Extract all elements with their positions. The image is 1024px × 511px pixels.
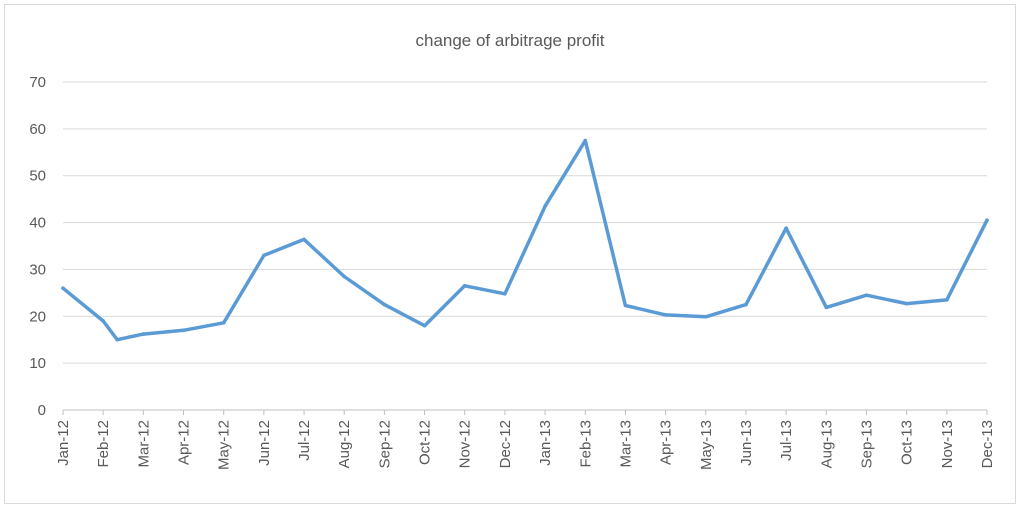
data-point bbox=[744, 302, 748, 307]
chart-title: change of arbitrage profit bbox=[415, 31, 605, 50]
x-tick-label: May-12 bbox=[216, 420, 233, 470]
data-point bbox=[462, 284, 467, 288]
data-point bbox=[663, 313, 668, 317]
x-tick-label: Sep-13 bbox=[858, 420, 875, 468]
y-tick-label: 50 bbox=[29, 168, 46, 185]
data-point bbox=[342, 274, 347, 279]
x-tick-label: Oct-12 bbox=[417, 420, 434, 465]
y-tick-label: 10 bbox=[29, 355, 46, 372]
x-tick-label: Apr-12 bbox=[176, 420, 193, 465]
data-point bbox=[422, 323, 427, 328]
data-point bbox=[583, 138, 588, 143]
x-tick-label: May-13 bbox=[698, 420, 715, 470]
x-tick-label: Mar-12 bbox=[135, 420, 152, 468]
data-point bbox=[221, 321, 226, 325]
y-tick-label: 0 bbox=[38, 402, 46, 419]
data-point bbox=[141, 332, 146, 336]
x-tick-label: Aug-12 bbox=[336, 420, 353, 468]
data-point bbox=[101, 319, 105, 323]
x-tick-label: Mar-13 bbox=[617, 420, 634, 468]
data-point bbox=[503, 291, 507, 296]
x-tick-label: Jul-13 bbox=[778, 420, 795, 461]
y-tick-label: 20 bbox=[29, 308, 46, 325]
data-point bbox=[623, 303, 628, 308]
y-tick-label: 60 bbox=[29, 121, 46, 138]
x-tick-label: Jan-12 bbox=[55, 420, 72, 466]
x-tick-label: Sep-12 bbox=[376, 420, 393, 468]
y-tick-label: 40 bbox=[29, 215, 46, 232]
x-tick-label: Jan-13 bbox=[537, 420, 554, 466]
x-tick-label: Apr-13 bbox=[658, 420, 675, 465]
x-tick-label: Jul-12 bbox=[296, 420, 313, 461]
chart-frame: change of arbitrage profit bbox=[4, 4, 1016, 504]
data-point bbox=[985, 218, 989, 223]
data-point bbox=[824, 305, 829, 310]
data-point bbox=[703, 314, 708, 319]
data-point bbox=[181, 328, 186, 333]
series-line bbox=[61, 138, 989, 342]
data-point bbox=[302, 237, 306, 242]
data-point bbox=[864, 293, 869, 298]
data-point bbox=[262, 253, 266, 258]
x-tick-label: Dec-13 bbox=[979, 420, 996, 468]
x-tick-label: Nov-12 bbox=[457, 420, 474, 468]
x-tick-label: Nov-13 bbox=[939, 420, 956, 468]
data-point bbox=[784, 226, 788, 230]
x-tick-label: Feb-12 bbox=[95, 420, 112, 468]
x-tick-label: Dec-12 bbox=[497, 420, 514, 468]
data-point bbox=[904, 301, 909, 306]
data-point bbox=[945, 298, 949, 302]
data-point bbox=[115, 337, 120, 342]
x-tick-label: Feb-13 bbox=[577, 420, 594, 468]
x-tick-label: Jun-12 bbox=[256, 420, 273, 466]
data-point bbox=[61, 286, 65, 290]
x-tick-label: Aug-13 bbox=[818, 420, 835, 468]
y-tick-label: 30 bbox=[29, 261, 46, 278]
y-tick-label: 70 bbox=[29, 74, 46, 91]
data-point bbox=[382, 302, 387, 307]
x-tick-label: Oct-13 bbox=[899, 420, 916, 465]
x-tick-label: Jun-13 bbox=[738, 420, 755, 466]
data-point bbox=[543, 204, 547, 208]
